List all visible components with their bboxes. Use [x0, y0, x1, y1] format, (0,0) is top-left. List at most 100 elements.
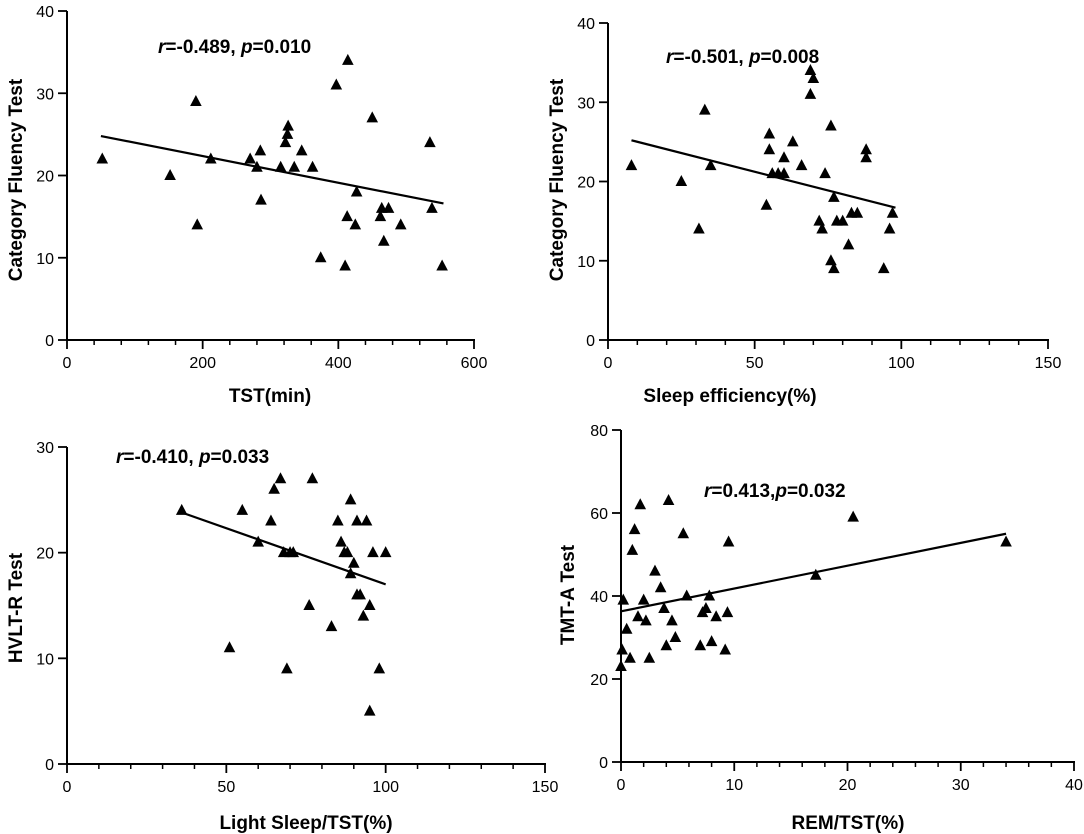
data-point: [223, 641, 236, 653]
data-point: [306, 472, 319, 484]
data-point: [191, 218, 204, 230]
chart-panel-top-left: 0 200 400 600 0 10 20 30 40 TST(min) Category Fl…: [6, 4, 487, 407]
data-point: [825, 254, 837, 266]
data-point: [787, 135, 799, 147]
data-point: [281, 662, 293, 674]
data-point: [265, 514, 277, 526]
y-tick-label: 10: [36, 651, 54, 668]
y-tick-label: 20: [590, 672, 608, 689]
data-point: [255, 193, 267, 205]
data-point: [357, 609, 370, 621]
p-symbol: p: [240, 37, 253, 58]
correlation-annotation: r=-0.410, p=0.033: [116, 447, 269, 468]
data-point: [360, 514, 373, 526]
data-point: [274, 472, 287, 484]
data-point: [666, 614, 678, 626]
p-value: =0.033: [211, 447, 270, 468]
data-point: [649, 564, 661, 576]
data-point: [164, 169, 176, 180]
y-tick-label: 20: [577, 175, 595, 192]
data-point: [637, 593, 650, 605]
regression-line: [100, 134, 444, 205]
data-point: [426, 201, 438, 213]
data-point: [325, 620, 338, 632]
data-point: [339, 259, 351, 271]
x-tick-label: 100: [888, 355, 915, 372]
data-point: [778, 151, 790, 163]
x-tick-label: 400: [325, 355, 352, 372]
correlation-annotation: r=-0.489, p=0.010: [158, 37, 311, 58]
data-point: [377, 234, 390, 246]
data-point: [341, 210, 353, 222]
x-tick-label: 100: [372, 779, 399, 796]
data-point: [705, 635, 718, 647]
x-axis-title: Sleep efficiency(%): [643, 386, 816, 407]
data-point: [295, 144, 308, 156]
x-tick-label: 0: [617, 777, 626, 794]
y-tick-label: 0: [599, 755, 608, 772]
data-point: [254, 144, 267, 156]
data-point: [721, 606, 734, 618]
data-point: [306, 160, 319, 172]
p-value: =0.010: [253, 37, 312, 58]
y-tick-label: 30: [36, 440, 54, 457]
data-point: [436, 259, 448, 271]
p-value: =0.008: [761, 47, 820, 68]
data-point: [842, 238, 855, 250]
x-tick-label: 600: [461, 355, 488, 372]
y-tick-label: 20: [36, 169, 54, 186]
data-point: [394, 218, 407, 230]
r-value: =-0.489,: [165, 37, 241, 58]
y-tick-label: 30: [36, 86, 54, 103]
r-value: =0.413,: [711, 481, 775, 502]
data-point: [363, 599, 376, 610]
data-point: [335, 535, 347, 547]
x-tick-label: 0: [604, 355, 613, 372]
x-tick-label: 0: [63, 779, 72, 796]
data-point: [877, 262, 890, 274]
data-point: [626, 543, 639, 555]
data-point: [342, 53, 354, 65]
x-tick-label: 150: [532, 779, 559, 796]
y-tick-label: 60: [590, 506, 608, 523]
data-point: [813, 214, 825, 226]
data-point: [625, 159, 638, 171]
data-point: [190, 94, 202, 106]
chart-panel-bottom-left: 0 50 100 150 0 10 20 30 Light Sleep/TST(%) HVLT…: [6, 440, 558, 834]
p-symbol: p: [748, 47, 761, 68]
correlation-annotation: r=-0.501, p=0.008: [666, 47, 819, 68]
y-tick-label: 40: [590, 589, 608, 606]
data-point: [804, 87, 817, 99]
data-point: [288, 160, 301, 172]
x-tick-label: 200: [189, 355, 216, 372]
data-point: [1000, 535, 1012, 547]
y-tick-label: 80: [590, 423, 608, 440]
data-point: [693, 222, 705, 234]
y-axis-title: Category Fluency Test: [6, 78, 27, 281]
data-point: [367, 546, 379, 558]
chart-panel-top-right: 0 50 100 150 0 10 20 30 40 Sleep efficiency(%) C…: [547, 16, 1061, 407]
x-axis-title: TST(min): [229, 386, 311, 407]
data-point: [175, 503, 188, 515]
r-value: =-0.501,: [673, 47, 749, 68]
data-point: [379, 546, 392, 558]
data-point: [680, 589, 693, 601]
data-point: [694, 639, 707, 651]
data-point: [722, 535, 735, 547]
r-symbol: r: [666, 47, 675, 68]
data-point: [363, 704, 376, 716]
y-tick-label: 0: [45, 333, 54, 350]
x-tick-label: 10: [725, 777, 743, 794]
data-point: [710, 610, 722, 622]
data-point: [699, 103, 711, 115]
data-point: [675, 175, 688, 186]
y-tick-label: 40: [577, 16, 595, 33]
data-point: [632, 610, 644, 622]
x-axis-title: REM/TST(%): [792, 813, 905, 834]
x-tick-label: 40: [1065, 777, 1083, 794]
chart-panel-bottom-right: 0 10 20 30 40 0 20 40 60 80 REM/TST(%) TMT-A Test…: [558, 423, 1083, 834]
data-point: [760, 198, 773, 210]
data-point: [719, 643, 731, 655]
y-tick-label: 20: [36, 546, 54, 563]
